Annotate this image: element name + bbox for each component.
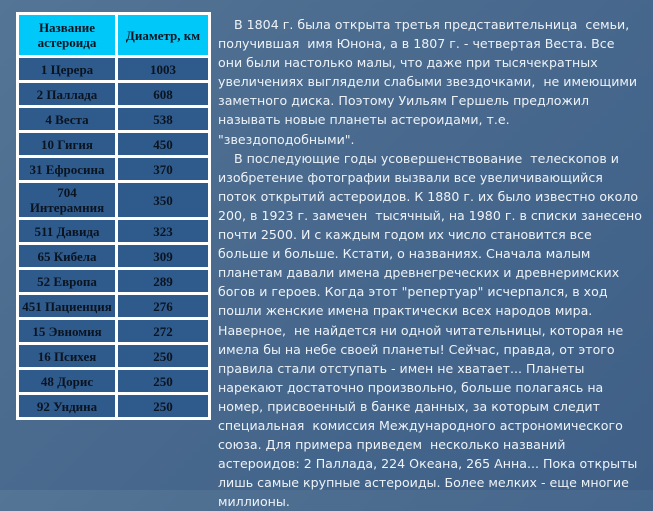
text-line: имела бы на небе своей планеты! Сейчас, … xyxy=(218,341,615,357)
text-line: В последующие годы усовершенствование те… xyxy=(218,150,619,166)
text-line: специальная комиссия Международного астр… xyxy=(218,417,623,433)
name-cell: 1 Церера xyxy=(19,58,115,80)
table-row: 15 Эвномия 272 xyxy=(19,320,208,342)
table-header-row: Название астероида Диаметр, км xyxy=(19,15,208,55)
text-line: лишь самые крупные астероиды. Более мелк… xyxy=(218,475,629,491)
name-cell: 65 Кибела xyxy=(19,245,115,267)
text-line: изобретение фотографии вызвали все увели… xyxy=(218,169,603,185)
table-row: 451 Пациенция 276 xyxy=(19,295,208,317)
text-line: они были настолько малы, что даже при ты… xyxy=(218,55,598,71)
text-line: "звездоподобными". xyxy=(218,131,355,147)
table-row: 16 Психея 250 xyxy=(19,345,208,367)
name-cell: 15 Эвномия xyxy=(19,320,115,342)
table-row: 31 Ефросина 370 xyxy=(19,158,208,180)
name-cell: 16 Психея xyxy=(19,345,115,367)
diameter-cell: 250 xyxy=(118,370,208,392)
text-line: правила стали отступать - имен не хватае… xyxy=(218,360,585,376)
name-cell: 52 Европа xyxy=(19,270,115,292)
name-cell: 92 Ундина xyxy=(19,395,115,417)
table-row: 48 Дорис 250 xyxy=(19,370,208,392)
name-cell: 451 Пациенция xyxy=(19,295,115,317)
asteroid-table: Название астероида Диаметр, км 1 Церера 100… xyxy=(16,12,211,420)
text-line: 200, в 1923 г. замечен тысячный, на 1980… xyxy=(218,207,642,223)
header-cell: Диаметр, км xyxy=(118,15,208,55)
name-cell: 10 Гигия xyxy=(19,133,115,155)
text-line: Наверное, не найдется ни одной читательн… xyxy=(218,322,624,338)
diameter-cell: 276 xyxy=(118,295,208,317)
diameter-cell: 250 xyxy=(118,345,208,367)
name-cell: 511 Давида xyxy=(19,220,115,242)
text-line: нарекают достаточно произвольно, больше … xyxy=(218,379,604,395)
diameter-cell: 538 xyxy=(118,108,208,130)
diameter-cell: 608 xyxy=(118,83,208,105)
diameter-cell: 250 xyxy=(118,395,208,417)
name-cell: 4 Веста xyxy=(19,108,115,130)
text-line: получившая имя Юнона, а в 1807 г. - четв… xyxy=(218,36,615,52)
diameter-cell: 289 xyxy=(118,270,208,292)
text-line: увеличениях выглядели слабыми звездочкам… xyxy=(218,74,638,90)
table-row: 704 Интерамния 350 xyxy=(19,183,208,217)
diameter-cell: 272 xyxy=(118,320,208,342)
name-cell: 2 Паллада xyxy=(19,83,115,105)
text-line: почти 2500. И с каждым годом их число ст… xyxy=(218,227,592,243)
table-row: 10 Гигия 450 xyxy=(19,133,208,155)
text-line: называть новые планеты астероидами, т.е. xyxy=(218,112,510,128)
name-cell: 31 Ефросина xyxy=(19,158,115,180)
diameter-cell: 450 xyxy=(118,133,208,155)
name-cell: 48 Дорис xyxy=(19,370,115,392)
body-text: В 1804 г. была открыта третья представит… xyxy=(218,15,650,511)
text-line: больше и больше. Кстати, о названиях. Сн… xyxy=(218,246,591,262)
text-line: В 1804 г. была открыта третья представит… xyxy=(218,17,630,32)
text-line: союза. Для примера приведем несколько на… xyxy=(218,437,566,453)
text-line: астероидов: 2 Паллада, 224 Океана, 265 А… xyxy=(218,456,638,472)
table-row: 1 Церера 1003 xyxy=(19,58,208,80)
text-line: пошли женские имена практически всех нар… xyxy=(218,303,593,319)
diameter-cell: 1003 xyxy=(118,58,208,80)
text-line: миллионы. xyxy=(218,494,290,510)
table-row: 2 Паллада 608 xyxy=(19,83,208,105)
text-line: поток открытий астероидов. К 1880 г. их … xyxy=(218,188,639,204)
text-line: планетам давали имена древнегреческих и … xyxy=(218,265,620,281)
text-line: заметного диска. Поэтому Уильям Гершель … xyxy=(218,93,590,109)
table-row: 4 Веста 538 xyxy=(19,108,208,130)
table-row: 511 Давида 323 xyxy=(19,220,208,242)
diameter-cell: 309 xyxy=(118,245,208,267)
diameter-cell: 350 xyxy=(118,183,208,217)
header-cell: Название астероида xyxy=(19,15,115,55)
table-row: 52 Европа 289 xyxy=(19,270,208,292)
table-row: 92 Ундина 250 xyxy=(19,395,208,417)
text-line: номер, присвоенный в банке данных, за ко… xyxy=(218,398,600,414)
diameter-cell: 323 xyxy=(118,220,208,242)
name-cell: 704 Интерамния xyxy=(19,183,115,217)
text-line: богов и героев. Когда этот "репертуар" и… xyxy=(218,284,608,300)
table-row: 65 Кибела 309 xyxy=(19,245,208,267)
diameter-cell: 370 xyxy=(118,158,208,180)
